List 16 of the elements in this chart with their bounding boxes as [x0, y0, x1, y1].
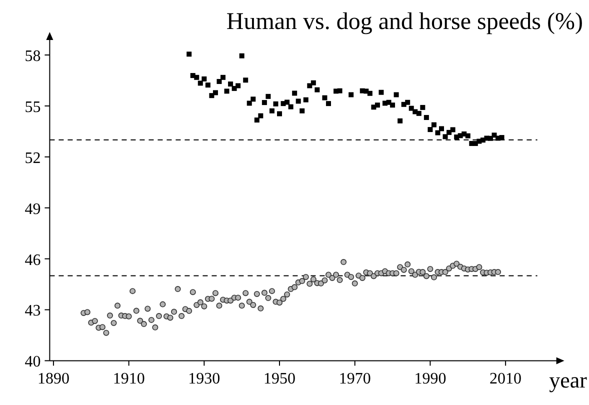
y-tick-label: 40 — [24, 354, 41, 371]
y-tick-label: 46 — [24, 252, 41, 269]
x-tick-label: 1990 — [414, 370, 446, 388]
x-tick-label: 1890 — [37, 370, 70, 388]
x-tick-label: 1910 — [112, 370, 145, 388]
x-axis-title: year — [549, 368, 588, 393]
x-tick-label: 1970 — [338, 370, 371, 388]
y-tick-label: 49 — [24, 200, 41, 218]
y-tick-label: 55 — [24, 98, 41, 116]
x-tick-label: 1930 — [188, 370, 220, 388]
y-tick-label: 43 — [24, 302, 41, 320]
y-tick-label: 58 — [24, 48, 41, 65]
y-tick-label: 52 — [24, 150, 41, 167]
x-tick-label: 2010 — [490, 370, 522, 388]
chart-title: Human vs. dog and horse speeds (%) — [226, 9, 583, 35]
x-tick-label: 1950 — [264, 370, 296, 388]
